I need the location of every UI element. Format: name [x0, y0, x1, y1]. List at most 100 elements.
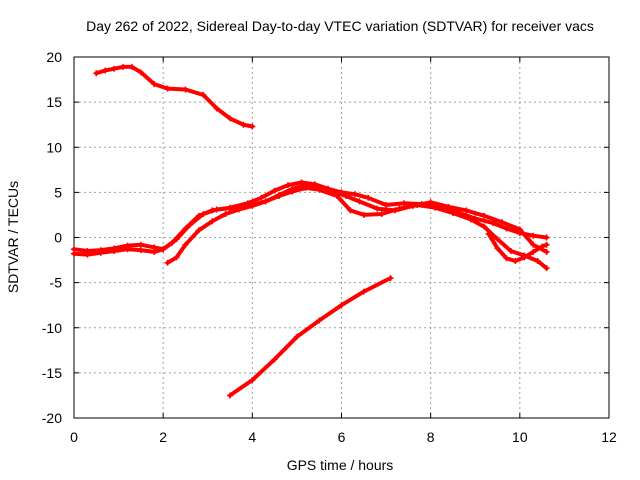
x-axis-ticks: 0 2 4 6 8 10 12 [70, 57, 617, 445]
y-axis-ticks: -20 -15 -10 -5 0 5 10 15 20 [42, 49, 609, 426]
y-tick-label: 5 [54, 184, 62, 200]
y-tick-label: 20 [46, 49, 62, 65]
data-point [258, 194, 265, 201]
data-point [200, 91, 207, 98]
y-tick-label: -15 [42, 365, 62, 381]
data-point [383, 202, 390, 209]
data-point [374, 205, 381, 212]
data-point [71, 250, 77, 257]
data-point [521, 254, 528, 261]
data-point [539, 243, 546, 250]
data-point [302, 184, 309, 191]
data-point [543, 248, 550, 255]
data-point [316, 186, 323, 193]
data-point [530, 248, 537, 255]
data-point [137, 247, 144, 254]
y-tick-label: 10 [46, 139, 62, 155]
data-point [485, 230, 492, 237]
data-point [93, 70, 100, 77]
data-point [494, 245, 501, 252]
data-point [378, 211, 385, 218]
x-tick-label: 8 [427, 429, 435, 445]
data-point [160, 246, 167, 253]
x-tick-label: 0 [70, 429, 78, 445]
data-point [222, 211, 229, 218]
series-line-track-1 [94, 64, 255, 129]
data-point [111, 65, 118, 72]
x-tick-label: 2 [159, 429, 167, 445]
data-point [543, 265, 550, 272]
y-tick-label: -5 [50, 275, 63, 291]
data-point [186, 221, 193, 228]
data-point [164, 85, 171, 92]
data-point [276, 192, 283, 199]
data-point [209, 218, 216, 225]
data-point [334, 192, 341, 199]
data-point [530, 241, 537, 248]
data-point [249, 202, 256, 209]
data-point [240, 121, 247, 128]
y-tick-label: 0 [54, 230, 62, 246]
chart-title: Day 262 of 2022, Sidereal Day-to-day VTE… [86, 18, 594, 34]
data-point [463, 207, 470, 214]
x-tick-label: 12 [601, 429, 617, 445]
data-point [396, 205, 403, 212]
data-point [293, 333, 300, 340]
data-point [400, 200, 407, 207]
series-line-track-5 [165, 185, 549, 271]
data-point [173, 254, 180, 261]
data-point [271, 187, 278, 194]
data-point [182, 86, 189, 93]
data-point [120, 63, 127, 70]
series-line-track-3 [72, 180, 549, 253]
data-point [445, 203, 452, 210]
data-point [481, 212, 488, 219]
grid [74, 57, 609, 418]
y-tick-label: -20 [42, 410, 62, 426]
data-point [195, 227, 202, 234]
data-point [494, 236, 501, 243]
series-line-track-6 [486, 231, 549, 263]
data-point [316, 317, 323, 324]
data-point [151, 248, 158, 255]
series-line-track-2 [228, 276, 393, 398]
series-group [71, 63, 550, 399]
data-point [467, 216, 474, 223]
data-point [449, 210, 456, 217]
data-point [432, 204, 439, 211]
data-point [414, 202, 421, 209]
data-point [543, 234, 550, 241]
x-axis-label: GPS time / hours [287, 457, 394, 473]
data-point [503, 255, 510, 262]
data-point [97, 249, 104, 256]
data-point [111, 248, 118, 255]
data-point [387, 275, 394, 282]
x-tick-label: 4 [248, 429, 256, 445]
data-point [360, 211, 367, 218]
data-point [249, 123, 256, 130]
data-point [200, 211, 207, 218]
data-point [151, 81, 158, 88]
data-point [124, 246, 131, 253]
data-point [356, 198, 363, 205]
data-point [427, 199, 434, 206]
data-point [347, 207, 354, 214]
y-axis-label: SDTVAR / TECUs [5, 181, 21, 293]
data-point [338, 302, 345, 309]
data-point [351, 191, 358, 198]
data-point [534, 257, 541, 264]
data-point [173, 236, 180, 243]
data-point [213, 105, 220, 112]
data-point [182, 241, 189, 248]
data-point [530, 232, 537, 239]
data-point [84, 251, 91, 258]
data-point [235, 206, 242, 213]
data-point [164, 259, 171, 266]
y-tick-label: -10 [42, 320, 62, 336]
data-point [507, 248, 514, 255]
data-point [512, 257, 519, 264]
data-point [543, 241, 550, 248]
data-point [289, 188, 296, 195]
data-point [499, 219, 505, 226]
